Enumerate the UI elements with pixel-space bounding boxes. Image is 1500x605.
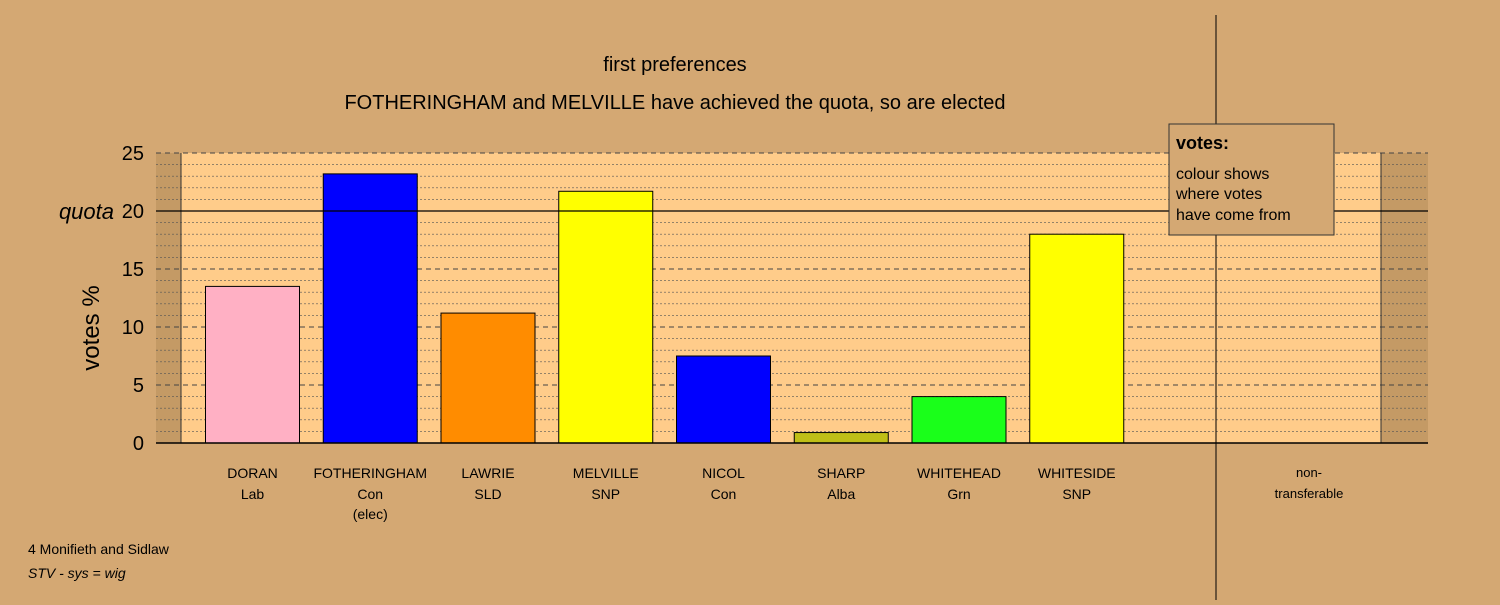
nontransferable-label: non-	[1296, 465, 1322, 480]
candidate-name: FOTHERINGHAM	[313, 465, 427, 481]
bar	[911, 396, 1007, 444]
chart-subtitle: FOTHERINGHAM and MELVILLE have achieved …	[344, 92, 1005, 114]
y-axis-ticks: 0 5 10 15 20 25	[122, 143, 144, 455]
y-tick-label: 5	[133, 375, 144, 397]
legend-line: colour shows	[1176, 166, 1269, 183]
candidate-party: Con	[711, 486, 737, 502]
candidate-party: SLD	[474, 486, 501, 502]
bar	[205, 285, 300, 444]
candidate-party: Alba	[827, 486, 855, 502]
candidate-name: NICOL	[702, 465, 745, 481]
bars	[205, 173, 1125, 444]
bar	[322, 173, 418, 444]
candidate-party: SNP	[1062, 486, 1091, 502]
nontransferable-label: transferable	[1275, 486, 1344, 501]
candidate-name: LAWRIE	[461, 465, 514, 481]
ward-name: 4 Monifieth and Sidlaw	[28, 541, 170, 557]
candidate-name: DORAN	[227, 465, 278, 481]
y-tick-label: 15	[122, 259, 144, 281]
legend-box	[1168, 123, 1335, 236]
candidate-party: Con	[357, 486, 383, 502]
legend-line: have come from	[1176, 207, 1291, 224]
voting-system: STV - sys = wig	[28, 565, 126, 581]
candidate-name: SHARP	[817, 465, 865, 481]
y-tick-label: 25	[122, 143, 144, 165]
bar	[793, 432, 889, 444]
bar	[558, 190, 654, 444]
nontransferable-band-left	[156, 153, 181, 443]
bar	[440, 312, 536, 444]
y-tick-label: 10	[122, 317, 144, 339]
candidate-name: MELVILLE	[573, 465, 639, 481]
y-tick-label: 0	[133, 433, 144, 455]
bar	[676, 355, 771, 444]
bar	[1029, 233, 1125, 444]
candidate-name: WHITEHEAD	[917, 465, 1001, 481]
chart-title: first preferences	[603, 54, 746, 76]
candidate-party: Lab	[241, 486, 265, 502]
legend-title: votes:	[1176, 133, 1229, 153]
y-axis-label: votes %	[78, 285, 105, 370]
legend: votes: colour shows where votes have com…	[1168, 123, 1335, 236]
candidate-name: WHITESIDE	[1038, 465, 1116, 481]
candidate-party: SNP	[591, 486, 620, 502]
x-axis-labels: DORAN Lab FOTHERINGHAM Con (elec) LAWRIE SLD ME…	[227, 465, 1343, 522]
quota-label: quota	[59, 199, 114, 224]
candidate-party: Grn	[947, 486, 970, 502]
candidate-status: (elec)	[353, 506, 388, 522]
y-tick-label: 20	[122, 201, 144, 223]
legend-line: where votes	[1175, 186, 1262, 203]
nontransferable-band-right	[1381, 153, 1428, 443]
